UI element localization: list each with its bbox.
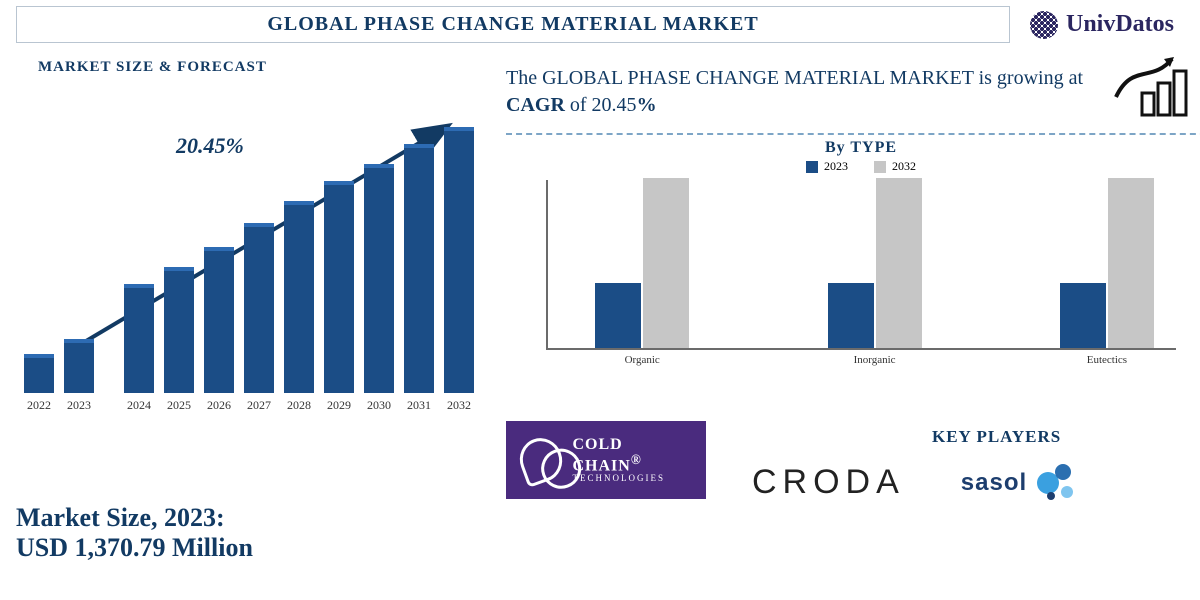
- type-chart-title: By TYPE: [506, 139, 1200, 157]
- key-players-title: KEY PLAYERS: [932, 427, 1200, 447]
- headline-pre: The GLOBAL PHASE CHANGE MATERIAL MARKET …: [506, 67, 1083, 89]
- coldchain-tm: ®: [631, 452, 642, 467]
- market-size-line1: Market Size, 2023:: [16, 503, 486, 533]
- legend-item: 2023: [806, 159, 848, 174]
- key-player-croda: CRODA: [752, 463, 905, 502]
- legend-swatch: [874, 161, 886, 173]
- page-title: GLOBAL PHASE CHANGE MATERIAL MARKET: [35, 13, 991, 36]
- growth-chart-icon: [1112, 53, 1192, 117]
- coldchain-line2: TECHNOLOGIES: [572, 474, 692, 483]
- type-bar-2023: [1060, 283, 1106, 348]
- forecast-bar: [244, 223, 274, 393]
- forecast-x-label: 2030: [361, 398, 397, 413]
- forecast-x-label: 2026: [201, 398, 237, 413]
- type-bar-group: [828, 178, 922, 348]
- divider: [506, 133, 1200, 135]
- forecast-x-label: 2027: [241, 398, 277, 413]
- forecast-bar: [124, 284, 154, 393]
- type-chart-plot: OrganicInorganicEutectics: [546, 180, 1176, 350]
- header: GLOBAL PHASE CHANGE MATERIAL MARKET Univ…: [0, 0, 1200, 47]
- forecast-bar: [24, 354, 54, 393]
- headline-cagr: CAGR: [506, 94, 565, 116]
- market-size-block: Market Size, 2023: USD 1,370.79 Million: [16, 417, 486, 577]
- forecast-bar: [284, 201, 314, 393]
- type-bar-2023: [828, 283, 874, 348]
- key-player-sasol: sasol: [961, 464, 1075, 502]
- type-bar-group: [595, 178, 689, 348]
- forecast-x-label: 2023: [61, 398, 97, 413]
- brand-name: UnivDatos: [1066, 11, 1174, 38]
- market-size-line2: USD 1,370.79 Million: [16, 533, 486, 563]
- forecast-x-label: 2031: [401, 398, 437, 413]
- cagr-label: 20.45%: [176, 133, 244, 159]
- legend-label: 2023: [824, 159, 848, 174]
- coldchain-logo-icon: [514, 432, 569, 488]
- coldchain-text: COLD CHAIN® TECHNOLOGIES: [572, 437, 692, 483]
- type-bar-2032: [876, 178, 922, 348]
- forecast-x-label: 2022: [21, 398, 57, 413]
- type-x-label: Eutectics: [793, 354, 1200, 366]
- forecast-x-label: 2025: [161, 398, 197, 413]
- right-panel: The GLOBAL PHASE CHANGE MATERIAL MARKET …: [506, 47, 1200, 417]
- legend-label: 2032: [892, 159, 916, 174]
- forecast-x-label: 2024: [121, 398, 157, 413]
- legend-swatch: [806, 161, 818, 173]
- forecast-title: MARKET SIZE & FORECAST: [38, 59, 486, 76]
- sasol-text: sasol: [961, 469, 1027, 497]
- type-bar-2032: [643, 178, 689, 348]
- key-player-coldchain: COLD CHAIN® TECHNOLOGIES: [506, 421, 706, 499]
- forecast-x-label: 2028: [281, 398, 317, 413]
- headline: The GLOBAL PHASE CHANGE MATERIAL MARKET …: [506, 65, 1200, 119]
- forecast-bar: [164, 267, 194, 393]
- forecast-x-label: 2032: [441, 398, 477, 413]
- type-bar-2032: [1108, 178, 1154, 348]
- brand-logo-icon: [1030, 11, 1058, 39]
- title-box: GLOBAL PHASE CHANGE MATERIAL MARKET: [16, 6, 1010, 43]
- forecast-bar: [204, 247, 234, 393]
- type-bar-2023: [595, 283, 641, 348]
- sasol-logo-icon: [1037, 464, 1075, 502]
- forecast-plot-area: 20.45%: [16, 97, 486, 393]
- key-players: COLD CHAIN® TECHNOLOGIES KEY PLAYERS CRO…: [506, 417, 1200, 577]
- forecast-x-label: 2029: [321, 398, 357, 413]
- brand: UnivDatos: [1030, 11, 1184, 39]
- forecast-bar: [64, 339, 94, 393]
- type-chart-legend: 2023 2032: [506, 159, 1200, 174]
- headline-mid: of 20.45: [565, 94, 637, 116]
- legend-item: 2032: [874, 159, 916, 174]
- headline-pct: %: [637, 94, 657, 116]
- type-bar-group: [1060, 178, 1154, 348]
